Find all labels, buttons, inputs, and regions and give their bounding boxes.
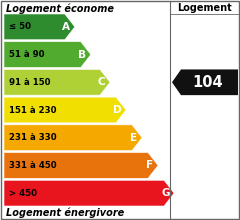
- Text: D: D: [113, 105, 122, 115]
- Polygon shape: [4, 97, 126, 123]
- Text: 51 à 90: 51 à 90: [9, 50, 44, 59]
- Polygon shape: [4, 70, 110, 95]
- Polygon shape: [4, 125, 142, 150]
- Text: > 450: > 450: [9, 189, 37, 198]
- Text: Logement énergivore: Logement énergivore: [6, 207, 124, 218]
- Text: 91 à 150: 91 à 150: [9, 78, 50, 87]
- Text: Logement: Logement: [178, 3, 232, 13]
- Text: 231 à 330: 231 à 330: [9, 133, 57, 142]
- Text: C: C: [98, 77, 105, 87]
- Text: 151 à 230: 151 à 230: [9, 106, 56, 114]
- Polygon shape: [4, 153, 158, 178]
- Text: Logement économe: Logement économe: [6, 3, 114, 13]
- Text: G: G: [161, 188, 170, 198]
- Polygon shape: [4, 180, 174, 206]
- Text: F: F: [146, 160, 153, 170]
- Text: E: E: [130, 133, 137, 143]
- Polygon shape: [4, 42, 91, 67]
- Text: B: B: [78, 50, 86, 60]
- Text: 331 à 450: 331 à 450: [9, 161, 57, 170]
- Text: ≤ 50: ≤ 50: [9, 22, 31, 31]
- Polygon shape: [4, 14, 75, 40]
- Text: A: A: [62, 22, 70, 32]
- Text: 104: 104: [193, 75, 223, 90]
- Polygon shape: [172, 70, 238, 95]
